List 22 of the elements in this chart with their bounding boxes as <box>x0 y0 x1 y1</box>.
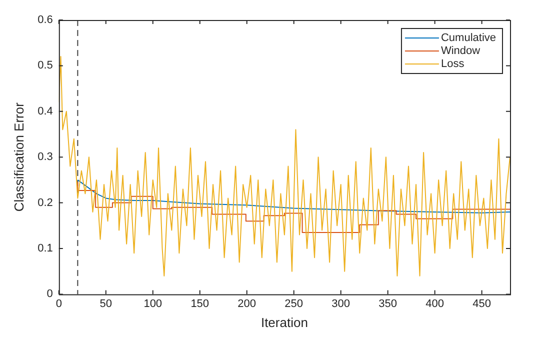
x-tick-label: 0 <box>56 298 62 310</box>
y-tick-label: 0 <box>46 288 53 300</box>
x-tick-label: 450 <box>472 298 491 310</box>
y-tick-label: 0.1 <box>38 242 53 255</box>
y-tick-label: 0.3 <box>38 151 53 164</box>
x-tick-label: 400 <box>426 298 444 310</box>
x-tick-label: 350 <box>378 298 398 310</box>
y-tick-label: 0.4 <box>38 105 53 118</box>
y-tick-label: 0.5 <box>38 60 53 72</box>
y-axis-title: Classification Error <box>11 102 26 212</box>
x-tick-label: 150 <box>190 298 210 310</box>
x-tick-label: 250 <box>284 298 304 310</box>
x-axis-title: Iteration <box>260 314 308 330</box>
legend-label: Loss <box>440 58 465 70</box>
x-tick-label: 50 <box>100 298 112 310</box>
legend-label: Window <box>440 45 480 58</box>
x-tick-label: 200 <box>238 298 256 310</box>
x-tick-label: 100 <box>144 298 162 310</box>
legend-label: Cumulative <box>440 32 496 44</box>
y-tick-label: 0.6 <box>38 14 53 26</box>
y-tick-label: 0.2 <box>38 196 53 209</box>
x-tick-label: 300 <box>332 298 350 310</box>
